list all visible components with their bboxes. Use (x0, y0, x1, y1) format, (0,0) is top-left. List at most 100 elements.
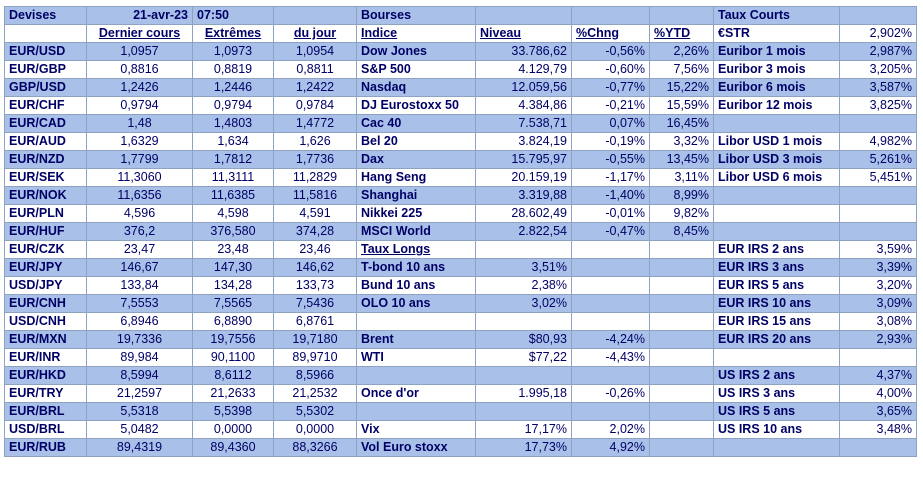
index-name: Brent (356, 330, 476, 349)
high-price: 1,2446 (192, 78, 274, 97)
index-level: 2.822,54 (475, 222, 572, 241)
high-price: 1,4803 (192, 114, 274, 133)
currency-pair: EUR/SEK (4, 168, 87, 187)
index-change: 4,92% (571, 438, 650, 457)
table-row: EUR/CAD 1,48 1,4803 1,4772 Cac 40 7.538,71 0,0… (4, 114, 917, 133)
index-ytd: 7,56% (649, 60, 714, 79)
index-level: 7.538,71 (475, 114, 572, 133)
index-change: -0,21% (571, 96, 650, 115)
index-ytd (649, 348, 714, 367)
index-change: -1,40% (571, 186, 650, 205)
currency-pair: EUR/NOK (4, 186, 87, 205)
index-level (475, 402, 572, 421)
last-price: 11,6356 (86, 186, 193, 205)
high-price: 0,0000 (192, 420, 274, 439)
col-ytd: %YTD (649, 24, 714, 43)
table-row: EUR/GBP 0,8816 0,8819 0,8811 S&P 500 4.129,79… (4, 60, 917, 79)
low-price: 5,5302 (273, 402, 357, 421)
currency-pair: EUR/CNH (4, 294, 87, 313)
table-row: EUR/AUD 1,6329 1,634 1,626 Bel 20 3.824,19 -0,… (4, 132, 917, 151)
high-price: 90,1100 (192, 348, 274, 367)
index-change: -4,43% (571, 348, 650, 367)
index-name: Once d'or (356, 384, 476, 403)
table-row: EUR/SEK 11,3060 11,3111 11,2829 Hang Seng 20.… (4, 168, 917, 187)
index-level: 4.129,79 (475, 60, 572, 79)
index-ytd (649, 330, 714, 349)
table-row: EUR/JPY 146,67 147,30 146,62 T-bond 10 ans 3,… (4, 258, 917, 277)
index-ytd (649, 384, 714, 403)
rate-name (713, 186, 840, 205)
currency-pair: EUR/TRY (4, 384, 87, 403)
high-price: 5,5398 (192, 402, 274, 421)
index-change: -0,60% (571, 60, 650, 79)
index-change: -0,56% (571, 42, 650, 61)
low-price: 6,8761 (273, 312, 357, 331)
header-time: 07:50 (192, 6, 274, 25)
last-price: 376,2 (86, 222, 193, 241)
rate-value: 3,59% (839, 240, 917, 259)
last-price: 23,47 (86, 240, 193, 259)
currency-pair: EUR/GBP (4, 60, 87, 79)
rate-name: EUR IRS 3 ans (713, 258, 840, 277)
low-price: 0,0000 (273, 420, 357, 439)
high-price: 134,28 (192, 276, 274, 295)
last-price: 6,8946 (86, 312, 193, 331)
rate-name: EUR IRS 5 ans (713, 276, 840, 295)
index-ytd (649, 366, 714, 385)
low-price: 1,626 (273, 132, 357, 151)
table-row: USD/BRL 5,0482 0,0000 0,0000 Vix 17,17% 2,02% U… (4, 420, 917, 439)
rate-value: 3,48% (839, 420, 917, 439)
low-price: 1,0954 (273, 42, 357, 61)
index-ytd: 16,45% (649, 114, 714, 133)
currency-pair: EUR/CHF (4, 96, 87, 115)
last-price: 133,84 (86, 276, 193, 295)
index-level: 15.795,97 (475, 150, 572, 169)
index-ytd: 9,82% (649, 204, 714, 223)
last-price: 0,8816 (86, 60, 193, 79)
index-level: 3.319,88 (475, 186, 572, 205)
index-ytd (649, 312, 714, 331)
low-price: 1,4772 (273, 114, 357, 133)
high-price: 0,9794 (192, 96, 274, 115)
rate-name: Libor USD 3 mois (713, 150, 840, 169)
high-price: 11,3111 (192, 168, 274, 187)
index-name: S&P 500 (356, 60, 476, 79)
index-level: 2,38% (475, 276, 572, 295)
rate-name: US IRS 3 ans (713, 384, 840, 403)
low-price: 89,9710 (273, 348, 357, 367)
low-price: 21,2532 (273, 384, 357, 403)
index-change: -1,17% (571, 168, 650, 187)
table-row: EUR/NZD 1,7799 1,7812 1,7736 Dax 15.795,97 -0,… (4, 150, 917, 169)
low-price: 88,3266 (273, 438, 357, 457)
high-price: 7,5565 (192, 294, 274, 313)
index-name (356, 402, 476, 421)
market-board: Devises 21-avr-23 07:50 Bourses Taux Cou… (4, 6, 917, 457)
high-price: 8,6112 (192, 366, 274, 385)
high-price: 1,634 (192, 132, 274, 151)
low-price: 7,5436 (273, 294, 357, 313)
rate-value (839, 204, 917, 223)
last-price: 5,5318 (86, 402, 193, 421)
currency-pair: EUR/RUB (4, 438, 87, 457)
index-name: Vix (356, 420, 476, 439)
table-row: EUR/RUB 89,4319 89,4360 88,3266 Vol Euro sto… (4, 438, 917, 457)
index-ytd: 13,45% (649, 150, 714, 169)
index-ytd: 2,26% (649, 42, 714, 61)
index-name: Cac 40 (356, 114, 476, 133)
low-price: 11,5816 (273, 186, 357, 205)
high-price: 0,8819 (192, 60, 274, 79)
index-ytd: 3,32% (649, 132, 714, 151)
currency-pair: EUR/INR (4, 348, 87, 367)
index-ytd: 8,45% (649, 222, 714, 241)
high-price: 23,48 (192, 240, 274, 259)
index-name: Bel 20 (356, 132, 476, 151)
index-change: 0,07% (571, 114, 650, 133)
rate-value: 2,93% (839, 330, 917, 349)
rate-name: EUR IRS 15 ans (713, 312, 840, 331)
last-price: 5,0482 (86, 420, 193, 439)
index-ytd: 15,22% (649, 78, 714, 97)
high-price: 6,8890 (192, 312, 274, 331)
last-price: 1,48 (86, 114, 193, 133)
table-row: EUR/BRL 5,5318 5,5398 5,5302 US IRS 5 ans 3,6… (4, 402, 917, 421)
index-change (571, 276, 650, 295)
